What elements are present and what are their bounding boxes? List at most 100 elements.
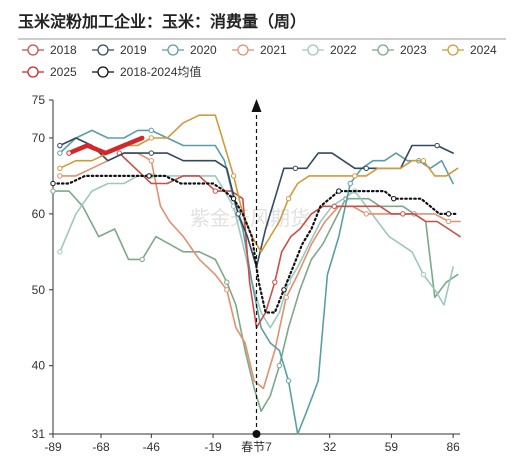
x-tick-label: 59 [385,440,399,454]
series-2021 [57,152,461,390]
data-point [272,279,278,285]
data-point [148,158,155,164]
legend-item-2020[interactable]: 2020 [162,43,217,57]
data-point [148,135,155,141]
series-2018 [116,150,461,329]
series-line [59,114,459,253]
data-point [420,158,427,164]
series-2024 [57,114,459,253]
legend-label: 2025 [50,65,77,79]
data-point [50,180,56,187]
data-point [148,150,155,156]
legend-marker [97,44,109,56]
festival-arrow-icon [251,99,262,112]
series-2020 [57,127,454,435]
data-point [363,211,369,217]
data-point [445,218,452,225]
data-point [352,173,358,179]
x-tick-label: 86 [446,440,460,454]
legend-marker [447,44,459,56]
legend-label: 2020 [190,43,217,57]
series-2018-2024均值 [50,173,459,314]
legend-item-2018[interactable]: 2018 [22,43,77,57]
data-point [57,150,63,156]
y-axis: 31 40 50 60 70 75 [32,93,54,441]
legend-label: 2022 [330,43,357,57]
series-line [52,190,459,412]
legend-label: 2021 [260,43,287,57]
data-point [224,287,230,293]
x-tick-label: 32 [323,440,337,454]
data-point [146,173,152,179]
legend-marker [307,44,319,56]
data-point [445,211,452,217]
legend-item-2024[interactable]: 2024 [442,43,497,57]
series-2019 [57,137,454,268]
legend-label: 2024 [470,43,497,57]
data-point [148,127,155,134]
legend-marker [377,44,389,56]
legend: 2018 2019 2020 2021 2022 2023 2024 2025 2018-202… [22,43,497,79]
data-point [50,188,56,194]
data-point [390,195,397,202]
data-point [400,211,406,217]
series-line [66,135,145,156]
y-tick-label: 60 [32,207,46,221]
festival-dot [252,430,261,438]
legend-marker [237,44,249,56]
data-point [57,173,63,179]
data-point [363,165,369,172]
legend-label: 2018 [50,43,77,57]
legend-marker [97,66,109,78]
plot-area: 31 40 50 60 70 75 -89 -68 -46 -19 春节7 32 59 86 [32,93,461,454]
legend-label: 2019 [120,43,147,57]
data-point [230,173,237,179]
legend-marker [27,66,39,78]
spring-festival-marker [251,99,262,438]
data-point [139,256,145,263]
x-axis: -89 -68 -46 -19 春节7 32 59 86 [44,433,460,454]
x-tick-label: -68 [92,440,110,454]
series-line [59,152,461,390]
data-point [292,165,299,172]
data-point [224,279,230,285]
y-tick-label: 75 [32,93,46,107]
data-point [235,211,241,217]
series-line [118,152,461,329]
legend-label: 2018-2024均值 [120,64,201,79]
data-point [276,362,283,369]
data-point [57,142,63,149]
data-point [434,142,440,149]
y-tick-label: 70 [32,131,46,145]
data-point [57,165,63,172]
series-layer [50,114,461,435]
data-point [331,203,337,209]
series-line [59,129,454,435]
y-tick-label: 40 [32,359,46,373]
legend-item-2018-2024均值[interactable]: 2018-2024均值 [92,64,201,79]
legend-item-2025[interactable]: 2025 [22,65,77,79]
data-point [66,150,72,156]
series-2025 [66,135,145,156]
legend-item-2023[interactable]: 2023 [372,43,427,57]
data-point [285,195,292,202]
chart-title: 玉米淀粉加工企业：玉米：消费量（周） [18,12,306,31]
legend-label: 2023 [400,43,427,57]
legend-marker [167,44,179,56]
legend-marker [27,44,39,56]
y-tick-label: 31 [32,427,46,441]
data-point [281,287,287,293]
data-point [336,188,342,194]
x-tick-label: -46 [143,440,161,454]
data-point [285,378,292,384]
data-point [283,294,289,301]
x-tick-label: -89 [44,440,62,454]
data-point [212,188,219,194]
data-point [420,271,427,278]
legend-item-2021[interactable]: 2021 [232,43,287,57]
data-point [347,180,353,187]
legend-item-2019[interactable]: 2019 [92,43,147,57]
x-tick-label: -19 [204,440,222,454]
legend-item-2022[interactable]: 2022 [302,43,357,57]
